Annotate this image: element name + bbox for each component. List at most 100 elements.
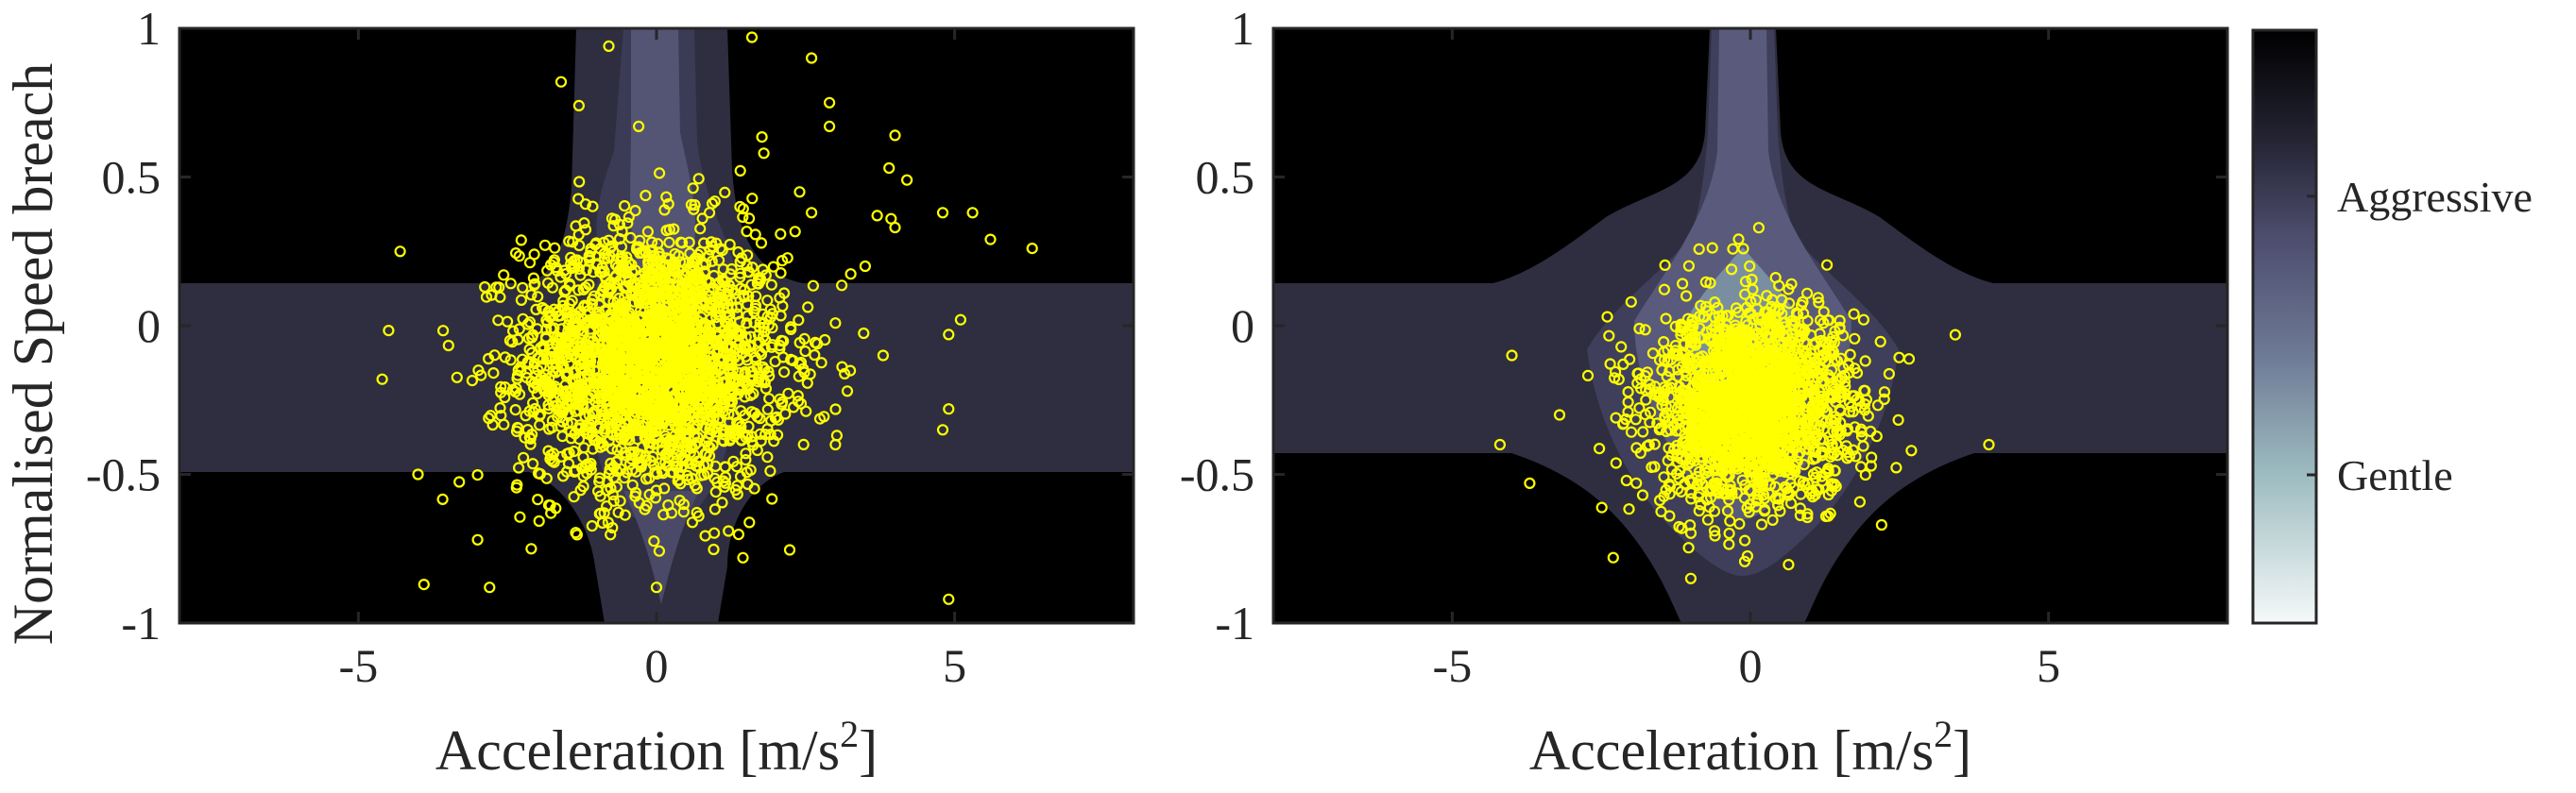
left-scatter-point: [649, 303, 661, 315]
right-scatter-point: [1813, 361, 1826, 373]
left-scatter-point: [696, 212, 708, 225]
left-scatter-point: [889, 129, 901, 142]
left-scatter-point: [680, 352, 692, 364]
left-scatter-point: [889, 221, 901, 234]
right-scatter-point: [1662, 454, 1674, 466]
left-scatter-point: [546, 281, 559, 294]
left-scatter-point: [548, 322, 560, 334]
right-scatter-point: [1631, 367, 1644, 380]
right-scatter-point: [1764, 349, 1776, 362]
left-scatter-point: [711, 375, 724, 388]
left-scatter-point: [666, 258, 678, 270]
left-scatter-point: [603, 467, 616, 480]
left-scatter-point: [635, 458, 648, 470]
left-scatter-point: [664, 312, 677, 324]
left-scatter-point: [607, 220, 620, 232]
left-scatter-point: [525, 543, 537, 555]
left-scatter-point: [607, 302, 620, 314]
right-scatter-point: [1686, 359, 1699, 371]
left-scatter-point: [634, 388, 646, 400]
colorbar-label-aggressive: Aggressive: [2337, 173, 2533, 221]
left-scatter-point: [605, 309, 617, 321]
right-scatter-point: [1553, 409, 1566, 421]
left-scatter-point: [542, 402, 555, 414]
left-scatter-point: [554, 420, 567, 432]
right-scatter-point: [1704, 277, 1716, 289]
left-scatter-point: [707, 240, 719, 253]
left-scatter-point: [632, 332, 645, 345]
left-scatter-point: [659, 288, 673, 300]
right-scatter-point: [1654, 422, 1667, 434]
right-scatter-point: [1751, 368, 1765, 381]
left-scatter-point: [589, 344, 601, 356]
left-scatter-point: [682, 285, 694, 297]
left-scatter-point: [573, 419, 587, 431]
left-scatter-point: [677, 506, 690, 518]
right-scatter-point: [1644, 379, 1656, 391]
left-scatter-point: [568, 465, 581, 478]
left-scatter-point: [626, 479, 639, 491]
left-scatter-point: [634, 277, 647, 289]
left-scatter-point: [587, 266, 600, 278]
right-scatter-point: [1817, 344, 1830, 356]
left-scatter-point: [729, 428, 742, 440]
left-scatter-point: [523, 431, 536, 444]
right-scatter-point: [1732, 233, 1745, 245]
left-scatter-point: [525, 289, 537, 301]
left-scatter-point: [629, 205, 641, 217]
left-scatter-point: [625, 453, 638, 465]
right-scatter-point: [1809, 471, 1822, 483]
colorbar: Aggressive Gentle: [2251, 28, 2533, 625]
left-scatter-point: [954, 313, 967, 326]
left-scatter-point: [667, 353, 679, 365]
left-scatter-point: [732, 366, 744, 379]
left-scatter-point: [649, 492, 662, 504]
left-scatter-point: [829, 403, 842, 415]
right-scatter-point: [1905, 445, 1918, 457]
right-scatter-point: [1796, 417, 1808, 430]
left-scatter-point: [625, 378, 638, 390]
left-scatter-point: [707, 424, 719, 436]
left-scatter-point: [566, 396, 578, 408]
left-scatter-point: [943, 593, 955, 605]
right-scatter-point: [1675, 325, 1687, 337]
left-scatter-point: [625, 448, 638, 461]
left-scatter-point: [686, 516, 699, 529]
right-scatter-point: [1785, 386, 1798, 398]
right-scatter-point: [1694, 396, 1706, 408]
right-scatter-point: [1738, 347, 1750, 360]
right-scatter-point: [1855, 426, 1868, 438]
left-scatter-point: [643, 472, 656, 484]
left-scatter-point: [606, 212, 619, 225]
left-scatter-point: [555, 450, 568, 463]
left-scatter-point: [558, 286, 571, 298]
left-scatter-point: [686, 256, 698, 268]
right-scatter-point: [1871, 399, 1885, 412]
left-scatter-point: [984, 233, 997, 245]
right-scatter-point: [1625, 295, 1637, 308]
left-scatter-point: [763, 393, 776, 405]
right-scatter-point: [1755, 314, 1767, 327]
right-scatter-point: [1855, 430, 1868, 443]
left-scatter-point: [515, 234, 527, 246]
right-scatter-point: [1720, 390, 1732, 402]
right-scatter-point: [1663, 365, 1676, 378]
left-scatter-point: [654, 289, 666, 301]
right-scatter-point: [1673, 520, 1685, 533]
right-scatter-point: [1830, 396, 1842, 408]
right-scatter-point: [1825, 478, 1838, 490]
left-scatter-point: [558, 264, 571, 277]
left-scatter-point: [528, 358, 541, 370]
right-scatter-point: [1603, 329, 1615, 342]
left-scatter-point: [776, 351, 790, 363]
right-scatter-point: [1615, 341, 1628, 353]
right-scatter-point: [1809, 488, 1821, 501]
right-scatter-point: [1639, 370, 1651, 382]
left-scatter-point: [596, 516, 608, 530]
right-scatter-point: [1804, 487, 1817, 500]
right-scatter-point: [1801, 508, 1814, 520]
right-scatter-point: [1760, 381, 1773, 394]
right-scatter-point: [1878, 386, 1891, 398]
left-scatter-point: [640, 353, 652, 365]
left-scatter-point: [623, 211, 635, 223]
